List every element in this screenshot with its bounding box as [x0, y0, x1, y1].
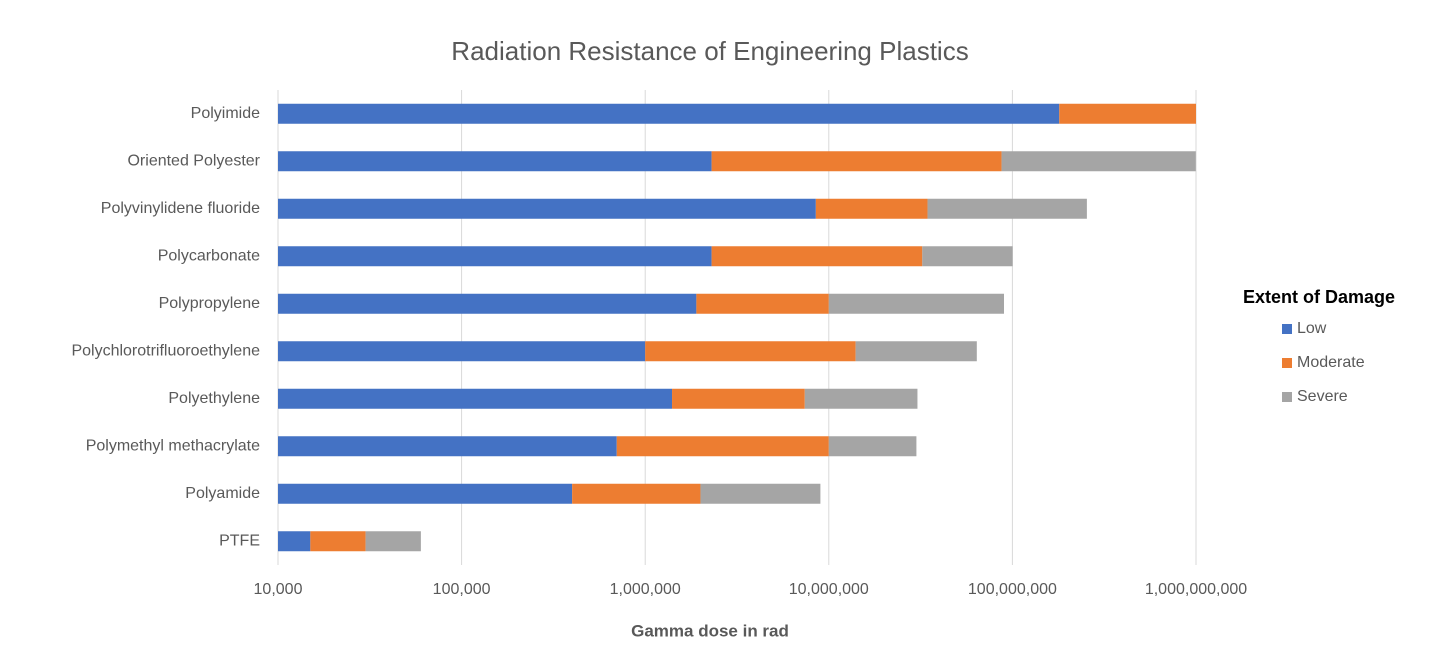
chart-title: Radiation Resistance of Engineering Plas…: [451, 36, 968, 66]
bar-segment: [278, 436, 617, 457]
bar-segment: [616, 436, 829, 457]
x-axis-title: Gamma dose in rad: [631, 621, 789, 640]
x-tick-label: 1,000,000,000: [1145, 581, 1247, 598]
bar-segment: [700, 483, 821, 504]
legend-swatch: [1282, 358, 1292, 368]
bar-segment: [828, 436, 917, 457]
x-tick-label: 100,000,000: [968, 581, 1057, 598]
bar-segment: [922, 246, 1013, 267]
legend-label: Severe: [1297, 388, 1348, 405]
bar-segment: [1059, 103, 1196, 124]
legend-label: Moderate: [1297, 354, 1365, 371]
bar-segment: [278, 341, 646, 362]
bar-segment: [927, 198, 1087, 219]
bar-segment: [278, 151, 712, 172]
bar-segment: [310, 531, 366, 552]
bar-segment: [804, 388, 918, 409]
x-tick-label: 100,000: [433, 581, 491, 598]
bar-segment: [278, 103, 1060, 124]
legend-swatch: [1282, 324, 1292, 334]
y-tick-label: Polyamide: [185, 485, 260, 502]
bar-segment: [278, 246, 712, 267]
bar-segment: [711, 246, 923, 267]
y-tick-label: Oriented Polyester: [127, 152, 260, 169]
y-tick-label: Polycarbonate: [158, 247, 260, 264]
bar-segment: [278, 198, 816, 219]
bar-segment: [1001, 151, 1196, 172]
bar-segment: [278, 293, 697, 314]
bar-segment: [815, 198, 928, 219]
bar-segment: [278, 388, 673, 409]
x-tick-label: 10,000: [254, 581, 303, 598]
bar-segment: [855, 341, 977, 362]
legend-swatch: [1282, 392, 1292, 402]
y-tick-label: Polymethyl methacrylate: [86, 437, 260, 454]
x-tick-label: 1,000,000: [610, 581, 681, 598]
y-tick-label: Polyimide: [191, 105, 260, 122]
legend-title: Extent of Damage: [1243, 287, 1395, 307]
y-tick-label: Polychlorotrifluoroethylene: [71, 342, 260, 359]
bar-segment: [672, 388, 805, 409]
bar-segment: [696, 293, 829, 314]
bar-segment: [278, 483, 573, 504]
y-tick-label: Polypropylene: [159, 295, 261, 312]
y-tick-label: PTFE: [219, 532, 260, 549]
legend-label: Low: [1297, 320, 1327, 337]
y-tick-label: Polyvinylidene fluoride: [101, 200, 260, 217]
bar-segment: [365, 531, 421, 552]
bar-segment: [278, 531, 311, 552]
x-tick-label: 10,000,000: [789, 581, 869, 598]
bar-segment: [828, 293, 1004, 314]
bar-segment: [645, 341, 856, 362]
bar-segment: [711, 151, 1002, 172]
bar-segment: [572, 483, 701, 504]
y-tick-label: Polyethylene: [168, 390, 260, 407]
